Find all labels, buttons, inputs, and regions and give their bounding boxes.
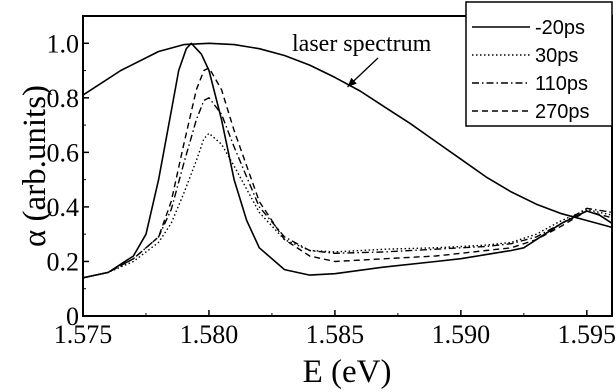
y-ticks: 0 0.2 0.4 0.6 0.8 1.0 xyxy=(47,15,89,331)
series-line-110ps xyxy=(82,97,613,279)
x-tick-label: 1.580 xyxy=(180,320,239,349)
plot-area: 1.575 1.580 1.585 1.590 1.595 0 0.2 0.4 0.6 0.8 1… xyxy=(47,15,616,349)
y-axis-title: α (arb.units) xyxy=(17,85,53,247)
annotation-label: laser spectrum xyxy=(292,31,432,57)
y-tick-label: 0.8 xyxy=(47,84,80,113)
x-tick-label: 1.575 xyxy=(54,320,113,349)
series-layer xyxy=(82,42,613,279)
series-line-20ps xyxy=(82,42,613,279)
y-tick-label: 0.4 xyxy=(47,193,80,222)
legend-label: 30ps xyxy=(535,45,578,67)
annotation: laser spectrum xyxy=(292,31,432,88)
legend-box xyxy=(465,1,613,127)
legend-label: 270ps xyxy=(535,101,590,123)
x-axis-title: E (eV) xyxy=(303,354,392,390)
legend-label: 110ps xyxy=(535,73,588,95)
plot-frame xyxy=(82,15,613,317)
annotation-arrowhead xyxy=(347,77,357,87)
x-tick-label: 1.590 xyxy=(432,320,491,349)
y-tick-label: 0 xyxy=(66,302,79,331)
y-tick-label: 0.2 xyxy=(47,247,80,276)
y-tick-label: 0.6 xyxy=(47,138,80,167)
series-line-270ps xyxy=(82,67,613,279)
x-ticks: 1.575 1.580 1.585 1.590 1.595 xyxy=(54,310,616,349)
legend-items: -20ps 30ps 110ps 270ps xyxy=(472,17,590,123)
x-tick-label: 1.585 xyxy=(306,320,365,349)
y-tick-label: 1.0 xyxy=(47,29,80,58)
legend-label: -20ps xyxy=(535,17,585,39)
x-tick-label: 1.595 xyxy=(558,320,616,349)
legend: -20ps 30ps 110ps 270ps xyxy=(465,1,613,127)
